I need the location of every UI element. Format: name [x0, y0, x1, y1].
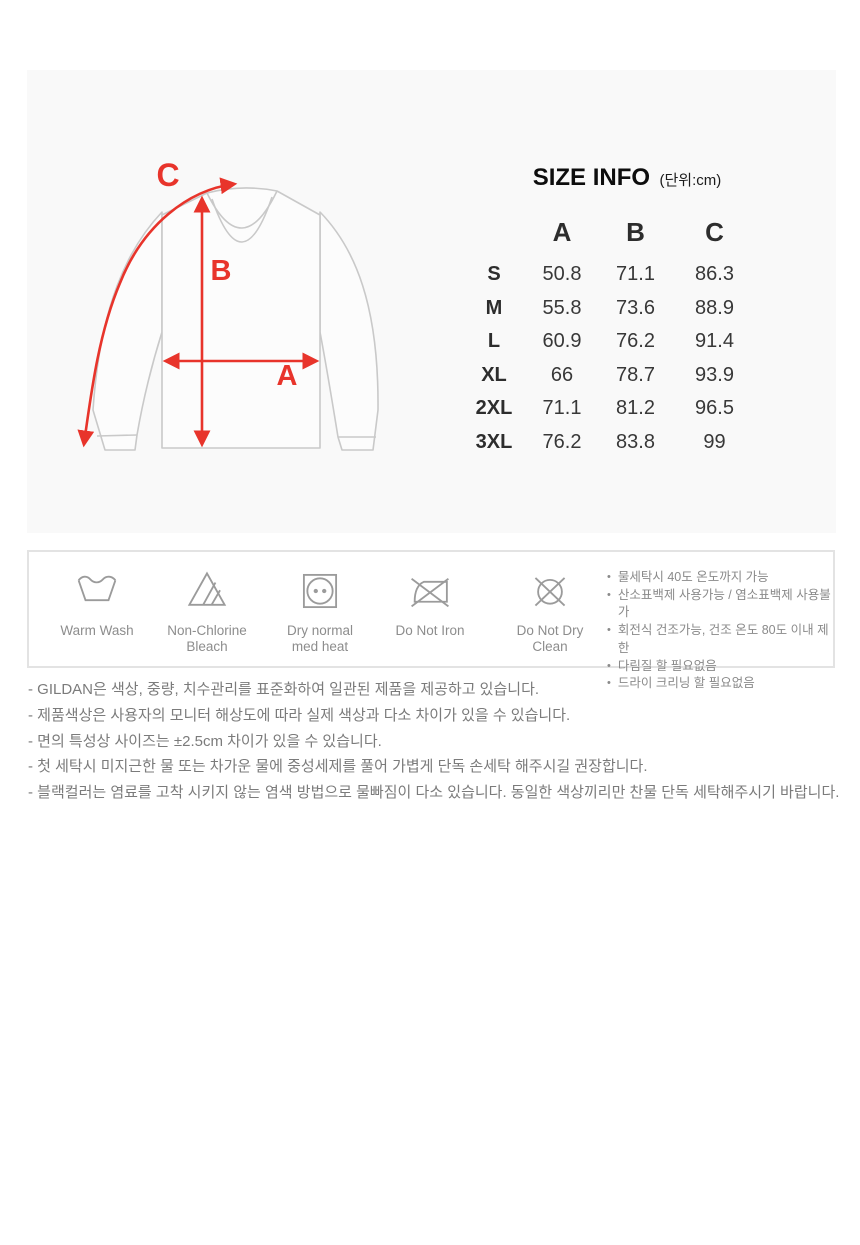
- value-a: 50.8: [542, 263, 582, 286]
- column-header-b: B: [626, 216, 645, 247]
- value-b: 83.8: [616, 430, 655, 453]
- value-a: 60.9: [542, 330, 582, 353]
- note-line: - 면의 특성상 사이즈는 ±2.5cm 차이가 있을 수 있습니다.: [28, 732, 382, 750]
- size-info-unit-label: (단위:cm): [659, 172, 722, 189]
- non-chlorine-bleach-icon: [187, 571, 227, 606]
- care-item-label: Dry normal med heat: [286, 623, 353, 654]
- table-row: 2XL 71.1 81.2 96.5: [460, 392, 754, 426]
- note-line: - 블랙컬러는 염료를 고착 시키지 않는 염색 방법으로 물빠짐이 다소 있습…: [28, 784, 840, 802]
- diagram-label-a: A: [277, 360, 298, 392]
- column-header-c: C: [705, 216, 724, 247]
- care-bullet: • 회전식 건조가능, 건조 온도 80도 이내 제한: [607, 622, 837, 657]
- value-c: 91.4: [695, 330, 734, 353]
- sweatshirt-outline: [92, 187, 379, 451]
- garment-measurement-diagram: A B C: [77, 157, 379, 451]
- care-bullet: • 다림질 할 필요없음: [607, 658, 837, 676]
- care-bullet-text: 산소표백제 사용가능 / 염소표백제 사용불가: [617, 587, 831, 620]
- do-not-dry-clean-icon: [534, 577, 566, 607]
- table-row: S 50.8 71.1 86.3: [460, 258, 754, 292]
- size-info-title: SIZE INFO (단위:cm): [447, 164, 807, 192]
- value-c: 93.9: [695, 363, 734, 386]
- care-item-dry-normal-med-heat: Dry normal med heat: [260, 568, 380, 655]
- sleeve-arrow-c: [77, 177, 238, 448]
- value-b: 71.1: [616, 263, 655, 286]
- note-line: - 제품색상은 사용자의 모니터 해상도에 따라 실제 색상과 다소 차이가 있…: [28, 706, 571, 724]
- bullet-dot: •: [607, 677, 611, 690]
- care-item-label: Warm Wash: [60, 623, 134, 638]
- bullet-dot: •: [607, 588, 611, 601]
- size-info-card: A B C SIZE INFO (단위:cm) A B C S 50.8 71.…: [27, 70, 836, 533]
- bullet-dot: •: [607, 624, 611, 637]
- table-row: 3XL 76.2 83.8 99: [460, 426, 754, 460]
- size-label: L: [487, 330, 501, 353]
- value-c: 96.5: [695, 397, 734, 420]
- measurement-labels: A B C: [156, 157, 297, 392]
- measurement-arrows: [77, 177, 320, 448]
- size-label: S: [487, 263, 501, 286]
- table-row: M 55.8 73.6 88.9: [460, 292, 754, 326]
- value-a: 71.1: [542, 397, 582, 420]
- value-c: 86.3: [695, 263, 734, 286]
- value-b: 78.7: [616, 363, 655, 386]
- value-a: 66: [550, 363, 574, 386]
- size-info-title-text: SIZE INFO: [532, 164, 651, 191]
- care-bullet-text: 물세탁시 40도 온도까지 가능: [617, 570, 769, 584]
- bullet-dot: •: [607, 571, 611, 583]
- care-item-do-not-dry-clean: Do Not Dry Clean: [490, 568, 610, 655]
- column-header-a: A: [552, 216, 572, 247]
- care-bullet-text: 회전식 건조가능, 건조 온도 80도 이내 제한: [617, 623, 829, 655]
- value-c: 88.9: [695, 296, 734, 319]
- care-instructions-box: Warm Wash Non-Chlorine Bleach Dry normal…: [27, 550, 835, 690]
- size-label: M: [485, 296, 503, 319]
- care-bullet-list: • 물세탁시 40도 온도까지 가능 • 산소표백제 사용가능 / 염소표백제 …: [607, 569, 837, 693]
- care-item-warm-wash: Warm Wash: [37, 568, 157, 639]
- care-bullet: • 산소표백제 사용가능 / 염소표백제 사용불가: [607, 587, 837, 622]
- table-row: XL 66 78.7 93.9: [460, 359, 754, 393]
- size-table: A B C S 50.8 71.1 86.3 M 55.8 73.6 88.9 …: [460, 212, 754, 459]
- care-item-label: Do Not Dry Clean: [516, 623, 584, 654]
- do-not-iron-icon: [411, 577, 449, 608]
- note-line: - GILDAN은 색상, 중량, 치수관리를 표준화하여 일관된 제품을 제공…: [28, 681, 540, 698]
- bullet-dot: •: [607, 659, 611, 672]
- table-row: L 60.9 76.2 91.4: [460, 325, 754, 359]
- care-item-label: Non-Chlorine Bleach: [167, 623, 247, 654]
- value-a: 55.8: [542, 296, 582, 319]
- note-line: - 첫 세탁시 미지근한 물 또는 차가운 물에 중성세제를 풀어 가볍게 단독…: [28, 758, 648, 776]
- care-item-label: Do Not Iron: [395, 623, 465, 638]
- diagram-label-c: C: [156, 157, 179, 193]
- tumble-dry-med-heat-icon: [302, 573, 338, 609]
- care-bullet-text: 드라이 크리닝 할 필요없음: [617, 676, 755, 691]
- care-item-non-chlorine-bleach: Non-Chlorine Bleach: [147, 568, 267, 655]
- value-c: 99: [703, 430, 726, 453]
- care-bullet: • 물세탁시 40도 온도까지 가능: [607, 569, 837, 587]
- care-item-do-not-iron: Do Not Iron: [370, 568, 490, 639]
- value-b: 81.2: [616, 397, 655, 420]
- warm-wash-icon: [77, 575, 117, 602]
- value-a: 76.2: [542, 430, 582, 453]
- size-label: 3XL: [475, 430, 513, 453]
- size-label: XL: [481, 363, 507, 386]
- care-bullet: • 드라이 크리닝 할 필요없음: [607, 675, 837, 693]
- product-notes: - GILDAN은 색상, 중량, 치수관리를 표준화하여 일관된 제품을 제공…: [28, 677, 843, 806]
- value-b: 76.2: [616, 330, 655, 353]
- size-label: 2XL: [475, 397, 513, 420]
- care-bullet-text: 다림질 할 필요없음: [617, 658, 717, 673]
- value-b: 73.6: [616, 296, 655, 319]
- diagram-label-b: B: [211, 255, 232, 287]
- size-table-header: A B C: [460, 212, 754, 252]
